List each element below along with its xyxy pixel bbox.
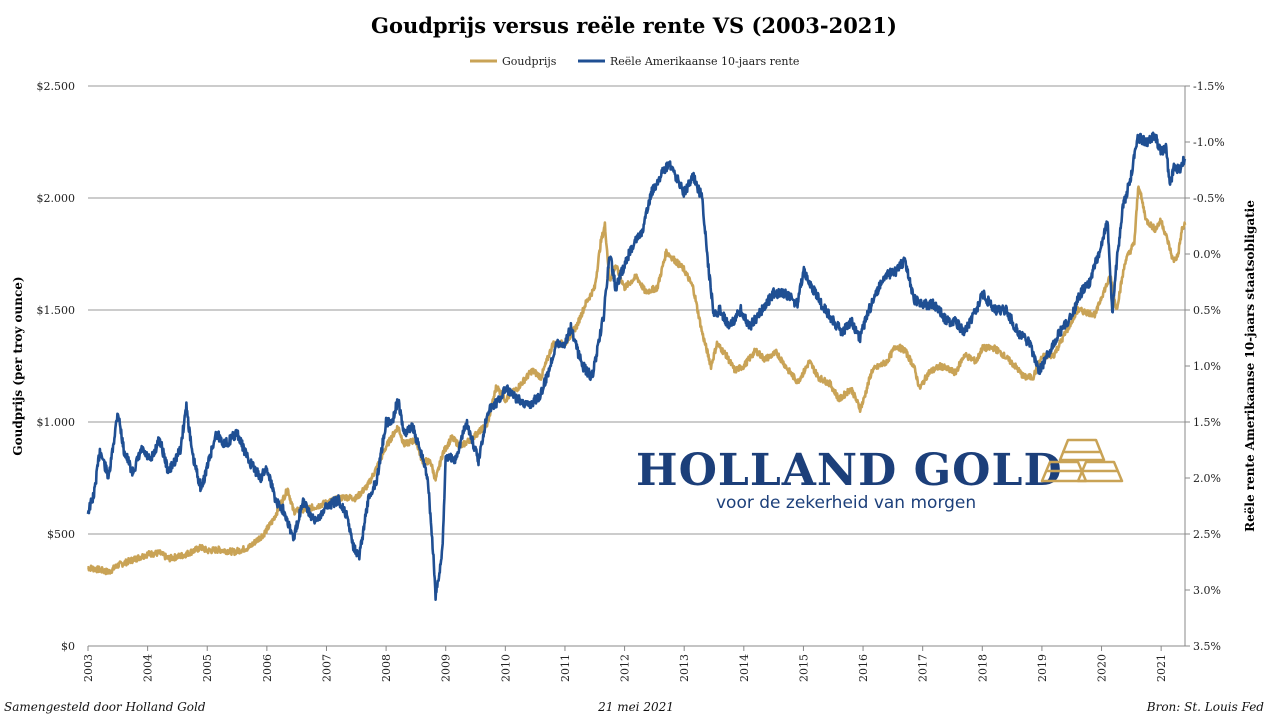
- x-axis-ticks: 2003 2004 2005 2006 2007 2008 2009 2010 2011 2012…: [82, 646, 1168, 682]
- right-tick-label: -0.5%: [1193, 192, 1225, 205]
- left-tick-label: $1.000: [37, 416, 76, 429]
- right-tick-label: 2.0%: [1193, 472, 1221, 485]
- left-tick-label: $500: [47, 528, 75, 541]
- logo-tagline: voor de zekerheid van morgen: [716, 493, 976, 513]
- x-tick-label: 2007: [320, 654, 333, 682]
- x-tick-label: 2009: [440, 654, 453, 682]
- x-tick-label: 2013: [678, 654, 691, 682]
- x-tick-label: 2004: [142, 654, 155, 682]
- x-tick-label: 2010: [499, 654, 512, 682]
- x-tick-label: 2015: [797, 654, 810, 682]
- series: [86, 131, 1187, 601]
- left-tick-label: $2.500: [37, 80, 76, 93]
- right-tick-label: 3.0%: [1193, 584, 1221, 597]
- real-rate-series-line: [86, 131, 1187, 601]
- left-tick-label: $2.000: [37, 192, 76, 205]
- right-axis-title: Reële rente Amerikaanse 10-jaars staatso…: [1243, 200, 1257, 532]
- chart-title: Goudprijs versus reële rente VS (2003-20…: [371, 13, 897, 38]
- right-tick-label: 2.5%: [1193, 528, 1221, 541]
- right-tick-label: 1.5%: [1193, 416, 1221, 429]
- legend-gold-label: Goudprijs: [502, 55, 557, 68]
- legend-rate-label: Reële Amerikaanse 10-jaars rente: [610, 55, 799, 68]
- gridlines: [88, 85, 1185, 535]
- gold-bars-icon: [1040, 438, 1124, 483]
- x-tick-label: 2014: [738, 654, 751, 682]
- x-tick-label: 2012: [619, 654, 632, 682]
- x-tick-label: 2017: [917, 654, 930, 682]
- x-tick-label: 2003: [82, 654, 95, 682]
- x-tick-label: 2019: [1036, 654, 1049, 682]
- logo-wordmark: HOLLAND GOLD: [636, 445, 1063, 496]
- x-tick-label: 2016: [857, 654, 870, 682]
- left-tick-label: $0: [61, 640, 75, 653]
- right-tick-label: -1.5%: [1193, 80, 1225, 93]
- x-tick-label: 2008: [380, 654, 393, 682]
- left-axis-ticks: $0 $500 $1.000 $1.500 $2.000 $2.500: [37, 80, 76, 653]
- x-tick-label: 2011: [559, 654, 572, 682]
- right-tick-label: -1.0%: [1193, 136, 1225, 149]
- x-tick-label: 2021: [1155, 654, 1168, 682]
- legend: Goudprijs Reële Amerikaanse 10-jaars ren…: [470, 55, 799, 68]
- right-tick-label: 3.5%: [1193, 640, 1221, 653]
- right-tick-label: 1.0%: [1193, 360, 1221, 373]
- x-tick-label: 2018: [976, 654, 989, 682]
- footer-left: Samengesteld door Holland Gold: [4, 700, 206, 714]
- footer-source: Bron: St. Louis Fed: [1146, 700, 1265, 714]
- x-tick-label: 2020: [1096, 654, 1109, 682]
- right-tick-label: 0.0%: [1193, 248, 1221, 261]
- footer-date: 21 mei 2021: [597, 700, 674, 714]
- holland-gold-logo: HOLLAND GOLD voor de zekerheid van morge…: [636, 438, 1124, 513]
- gold-price-series-line: [87, 185, 1187, 576]
- right-tick-label: 0.5%: [1193, 304, 1221, 317]
- x-tick-label: 2005: [201, 654, 214, 682]
- axes: [88, 86, 1186, 647]
- right-axis-ticks: 3.5% 3.0% 2.5% 2.0% 1.5% 1.0% 0.5% 0.0% -0.5% -1.…: [1185, 80, 1225, 653]
- x-tick-label: 2006: [261, 654, 274, 682]
- left-tick-label: $1.500: [37, 304, 76, 317]
- left-axis-title: Goudprijs (per troy ounce): [11, 276, 25, 455]
